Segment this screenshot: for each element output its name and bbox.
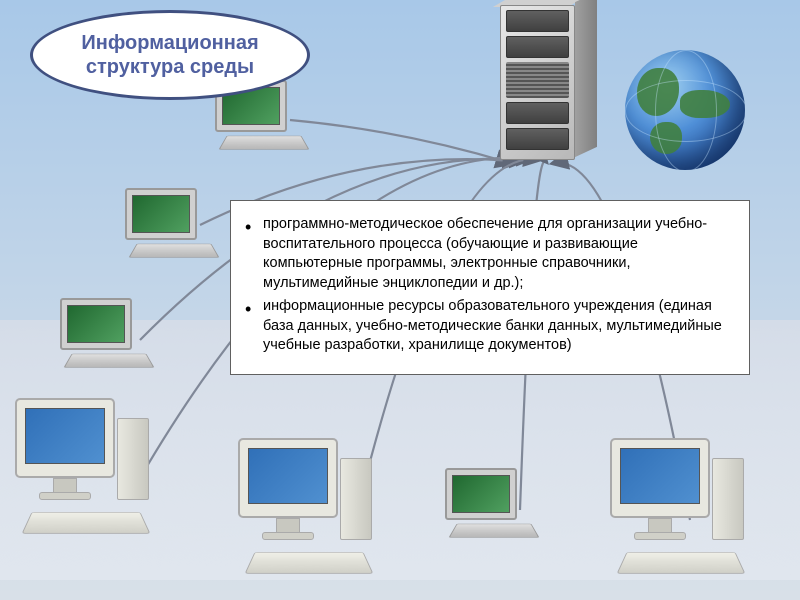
desktop-icon [238, 438, 403, 583]
desktop-icon [15, 398, 180, 543]
server-slot [506, 102, 569, 124]
laptop-screen [445, 468, 517, 520]
description-textbox: программно-методическое обеспечение для … [230, 200, 750, 375]
server-slot [506, 10, 569, 32]
desktop-icon [610, 438, 775, 583]
laptop-keyboard [219, 136, 310, 150]
globe-sphere [625, 50, 745, 170]
keyboard [617, 552, 746, 574]
bullet-list: программно-методическое обеспечение для … [241, 215, 731, 356]
laptop-keyboard [449, 524, 540, 538]
laptop-icon [125, 188, 220, 263]
laptop-screen [60, 298, 132, 350]
server-vent [506, 62, 569, 98]
title-text: Информационная структура среды [81, 31, 258, 79]
monitor-display [248, 448, 328, 504]
laptop-keyboard [129, 244, 220, 258]
laptop-display [132, 195, 190, 233]
title-line1: Информационная [81, 32, 258, 54]
monitor [15, 398, 115, 478]
server-body [500, 5, 575, 160]
laptop-icon [60, 298, 155, 373]
laptop-display [67, 305, 125, 343]
title-line2: структура среды [86, 56, 254, 78]
monitor-foot [39, 492, 91, 500]
title-ellipse: Информационная структура среды [30, 10, 310, 100]
monitor [610, 438, 710, 518]
server-slot [506, 128, 569, 150]
bullet-item: программно-методическое обеспечение для … [263, 215, 731, 293]
globe-icon [625, 50, 755, 180]
keyboard [245, 552, 374, 574]
monitor [238, 438, 338, 518]
cable-line [290, 120, 511, 163]
pc-tower [712, 458, 744, 540]
laptop-icon [445, 468, 540, 543]
pc-tower [340, 458, 372, 540]
server-side [575, 0, 597, 157]
globe-grid [625, 50, 745, 170]
laptop-screen [125, 188, 197, 240]
laptop-keyboard [64, 354, 155, 368]
bullet-item: информационные ресурсы образовательного … [263, 297, 731, 356]
monitor-display [25, 408, 105, 464]
pc-tower [117, 418, 149, 500]
monitor-foot [262, 532, 314, 540]
server-rack-icon [500, 5, 600, 165]
server-slot [506, 36, 569, 58]
monitor-foot [634, 532, 686, 540]
keyboard [22, 512, 151, 534]
monitor-display [620, 448, 700, 504]
laptop-display [452, 475, 510, 513]
